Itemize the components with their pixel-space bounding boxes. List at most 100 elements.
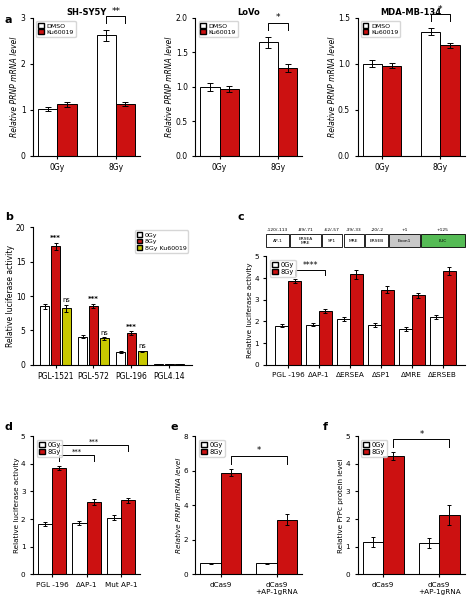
Bar — [363, 542, 383, 574]
Bar — [78, 337, 87, 365]
Bar — [38, 524, 52, 574]
Bar — [201, 87, 219, 155]
Text: a: a — [5, 15, 12, 25]
Y-axis label: Relative PrPc protein level: Relative PrPc protein level — [338, 458, 344, 553]
Legend: DMSO, Ku60019: DMSO, Ku60019 — [361, 21, 400, 37]
Text: -62/-57: -62/-57 — [324, 228, 340, 231]
Bar — [221, 472, 241, 574]
Bar — [383, 456, 404, 574]
Bar — [256, 563, 277, 574]
Bar — [322, 234, 342, 247]
Bar — [40, 306, 49, 365]
Y-axis label: Relative PRNP mRNA level: Relative PRNP mRNA level — [176, 457, 182, 553]
Legend: DMSO, Ku60019: DMSO, Ku60019 — [36, 21, 75, 37]
Legend: 0Gy, 8Gy: 0Gy, 8Gy — [361, 440, 387, 457]
Text: -120/-113: -120/-113 — [267, 228, 289, 231]
Text: ***: *** — [72, 448, 82, 454]
Bar — [306, 325, 319, 365]
Bar — [421, 32, 440, 155]
Bar — [137, 352, 146, 365]
Bar — [201, 563, 221, 574]
Legend: 0Gy, 8Gy: 0Gy, 8Gy — [270, 260, 296, 277]
Text: ERSEA
MRE: ERSEA MRE — [299, 237, 313, 245]
Bar — [399, 329, 412, 365]
Title: LoVo: LoVo — [237, 8, 260, 17]
Legend: 0Gy, 8Gy: 0Gy, 8Gy — [199, 440, 225, 457]
Bar — [412, 295, 425, 365]
Bar — [350, 274, 363, 365]
Bar — [389, 234, 420, 247]
Legend: 0Gy, 8Gy, 8Gy Ku60019: 0Gy, 8Gy, 8Gy Ku60019 — [135, 230, 189, 252]
Text: SP1: SP1 — [328, 239, 336, 243]
Y-axis label: Relative luciferase activity: Relative luciferase activity — [247, 263, 253, 358]
Bar — [51, 246, 60, 365]
Bar — [97, 35, 116, 155]
Text: -39/-33: -39/-33 — [346, 228, 362, 231]
Bar — [87, 502, 100, 574]
Bar — [365, 234, 388, 247]
Bar — [100, 338, 109, 365]
Bar — [290, 234, 321, 247]
Text: *: * — [276, 13, 280, 22]
Bar — [277, 520, 297, 574]
Bar — [368, 325, 381, 365]
Text: ***: *** — [126, 324, 137, 329]
Text: -89/-71: -89/-71 — [298, 228, 313, 231]
Y-axis label: Relative PRNP mRNA level: Relative PRNP mRNA level — [328, 36, 337, 137]
Bar — [440, 45, 460, 155]
Bar — [116, 352, 125, 365]
Bar — [382, 66, 401, 155]
Bar — [259, 42, 278, 155]
Title: MDA-MB-134: MDA-MB-134 — [381, 8, 442, 17]
Bar — [62, 309, 71, 365]
Text: AP-1: AP-1 — [273, 239, 283, 243]
Bar — [127, 333, 136, 365]
Legend: DMSO, Ku60019: DMSO, Ku60019 — [199, 21, 238, 37]
Y-axis label: Relative luciferase activity: Relative luciferase activity — [14, 457, 19, 553]
Text: *: * — [419, 429, 423, 438]
Bar — [278, 68, 297, 155]
Text: LUC: LUC — [438, 239, 447, 243]
Text: MRE: MRE — [349, 239, 358, 243]
Bar — [38, 109, 57, 155]
Text: **: ** — [111, 7, 120, 16]
Bar — [89, 306, 98, 365]
Text: ERSEB: ERSEB — [370, 239, 384, 243]
Bar — [52, 468, 66, 574]
Bar — [421, 234, 465, 247]
Bar — [57, 104, 77, 155]
Bar — [363, 64, 382, 155]
Text: *: * — [438, 5, 443, 14]
Bar — [381, 289, 394, 365]
Y-axis label: Relative PRNP mRNA level: Relative PRNP mRNA level — [165, 36, 174, 137]
Text: ***: *** — [50, 235, 61, 241]
Bar — [443, 271, 456, 365]
Bar — [219, 89, 239, 155]
Text: -20/-2: -20/-2 — [370, 228, 383, 231]
Text: ****: **** — [302, 261, 318, 270]
Text: +1: +1 — [401, 228, 408, 231]
Y-axis label: Relative PRNP mRNA level: Relative PRNP mRNA level — [10, 36, 19, 137]
Bar — [337, 319, 350, 365]
Bar — [107, 518, 121, 574]
Text: d: d — [5, 422, 13, 432]
Text: +125: +125 — [437, 228, 449, 231]
Bar — [419, 543, 439, 574]
Bar — [275, 326, 288, 365]
Bar — [116, 104, 135, 155]
Bar — [73, 523, 87, 574]
Bar — [319, 311, 332, 365]
Text: ns: ns — [138, 343, 146, 349]
Title: SH-SY5Y: SH-SY5Y — [66, 8, 107, 17]
Text: *: * — [257, 447, 261, 456]
Bar — [430, 317, 443, 365]
Text: e: e — [171, 422, 178, 432]
Text: ***: *** — [88, 296, 99, 302]
Text: c: c — [237, 212, 244, 222]
Text: Exon1: Exon1 — [398, 239, 411, 243]
Text: ns: ns — [100, 330, 108, 336]
Text: ns: ns — [63, 297, 70, 303]
Bar — [344, 234, 364, 247]
Bar — [121, 501, 135, 574]
Legend: 0Gy, 8Gy: 0Gy, 8Gy — [36, 440, 63, 457]
